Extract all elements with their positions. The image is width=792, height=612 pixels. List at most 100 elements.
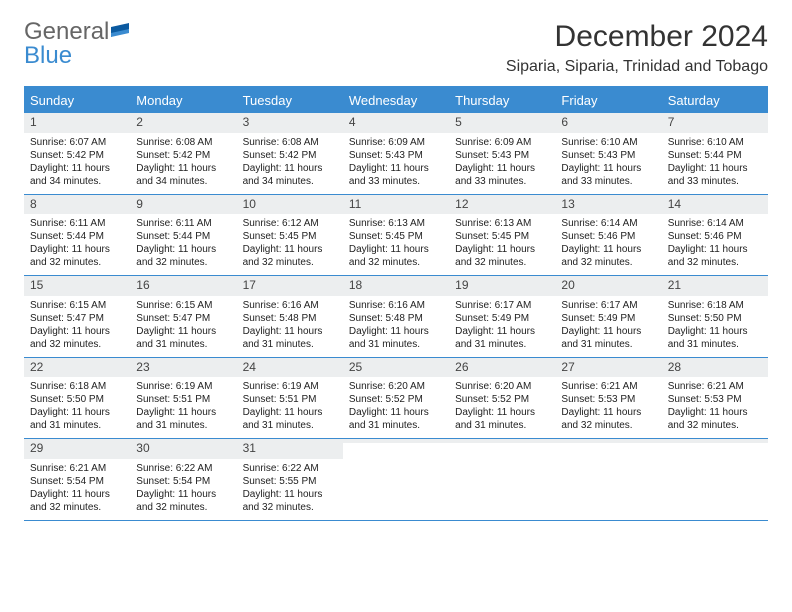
day-cell: 9Sunrise: 6:11 AMSunset: 5:44 PMDaylight… <box>130 195 236 276</box>
daylight-text: Daylight: 11 hours and 32 minutes. <box>349 243 443 269</box>
sunset-text: Sunset: 5:49 PM <box>561 312 655 325</box>
day-cell: 13Sunrise: 6:14 AMSunset: 5:46 PMDayligh… <box>555 195 661 276</box>
day-cell: 11Sunrise: 6:13 AMSunset: 5:45 PMDayligh… <box>343 195 449 276</box>
day-number: 31 <box>237 439 343 459</box>
sunrise-text: Sunrise: 6:18 AM <box>30 380 124 393</box>
day-body: Sunrise: 6:16 AMSunset: 5:48 PMDaylight:… <box>237 296 343 357</box>
day-body: Sunrise: 6:16 AMSunset: 5:48 PMDaylight:… <box>343 296 449 357</box>
daylight-text: Daylight: 11 hours and 32 minutes. <box>30 243 124 269</box>
day-number: 22 <box>24 358 130 378</box>
day-number: 9 <box>130 195 236 215</box>
daylight-text: Daylight: 11 hours and 34 minutes. <box>243 162 337 188</box>
sunset-text: Sunset: 5:45 PM <box>243 230 337 243</box>
day-number: 1 <box>24 113 130 133</box>
day-cell: 22 Sunrise: 6:18 AMSunset: 5:50 PMDayligh… <box>24 358 130 439</box>
day-cell: 19Sunrise: 6:17 AMSunset: 5:49 PMDayligh… <box>449 276 555 357</box>
sunset-text: Sunset: 5:50 PM <box>30 393 124 406</box>
daylight-text: Daylight: 11 hours and 31 minutes. <box>30 406 124 432</box>
day-cell: 21Sunrise: 6:18 AMSunset: 5:50 PMDayligh… <box>662 276 768 357</box>
day-cell <box>449 439 555 520</box>
day-body: Sunrise: 6:14 AMSunset: 5:46 PMDaylight:… <box>555 214 661 275</box>
title-block: December 2024 Siparia, Siparia, Trinidad… <box>506 20 768 76</box>
week-row: 15Sunrise: 6:15 AMSunset: 5:47 PMDayligh… <box>24 276 768 358</box>
sunset-text: Sunset: 5:48 PM <box>349 312 443 325</box>
day-body: Sunrise: 6:12 AMSunset: 5:45 PMDaylight:… <box>237 214 343 275</box>
sunrise-text: Sunrise: 6:22 AM <box>136 462 230 475</box>
sunrise-text: Sunrise: 6:16 AM <box>349 299 443 312</box>
day-number: 7 <box>662 113 768 133</box>
day-number: 20 <box>555 276 661 296</box>
daylight-text: Daylight: 11 hours and 31 minutes. <box>243 406 337 432</box>
week-row: 8Sunrise: 6:11 AMSunset: 5:44 PMDaylight… <box>24 195 768 277</box>
day-number: 4 <box>343 113 449 133</box>
day-number: 15 <box>24 276 130 296</box>
day-body: Sunrise: 6:19 AMSunset: 5:51 PMDaylight:… <box>237 377 343 438</box>
daylight-text: Daylight: 11 hours and 33 minutes. <box>455 162 549 188</box>
day-body <box>449 443 555 500</box>
sunset-text: Sunset: 5:47 PM <box>30 312 124 325</box>
sunrise-text: Sunrise: 6:19 AM <box>243 380 337 393</box>
sunset-text: Sunset: 5:44 PM <box>136 230 230 243</box>
sunrise-text: Sunrise: 6:14 AM <box>561 217 655 230</box>
day-number: 11 <box>343 195 449 215</box>
daylight-text: Daylight: 11 hours and 34 minutes. <box>136 162 230 188</box>
day-body: Sunrise: 6:21 AMSunset: 5:54 PMDaylight:… <box>24 459 130 520</box>
sunrise-text: Sunrise: 6:09 AM <box>455 136 549 149</box>
sunrise-text: Sunrise: 6:15 AM <box>30 299 124 312</box>
day-body: Sunrise: 6:09 AMSunset: 5:43 PMDaylight:… <box>343 133 449 194</box>
sunset-text: Sunset: 5:51 PM <box>136 393 230 406</box>
sunset-text: Sunset: 5:44 PM <box>30 230 124 243</box>
header: General Blue December 2024 Siparia, Sipa… <box>24 20 768 76</box>
day-body: Sunrise: 6:11 AMSunset: 5:44 PMDaylight:… <box>24 214 130 275</box>
daylight-text: Daylight: 11 hours and 31 minutes. <box>349 406 443 432</box>
day-body: Sunrise: 6:15 AMSunset: 5:47 PMDaylight:… <box>130 296 236 357</box>
day-cell: 29Sunrise: 6:21 AMSunset: 5:54 PMDayligh… <box>24 439 130 520</box>
week-row: 1Sunrise: 6:07 AMSunset: 5:42 PMDaylight… <box>24 113 768 195</box>
sunset-text: Sunset: 5:52 PM <box>455 393 549 406</box>
day-body <box>343 443 449 500</box>
day-body <box>662 443 768 500</box>
daylight-text: Daylight: 11 hours and 33 minutes. <box>561 162 655 188</box>
day-number: 29 <box>24 439 130 459</box>
daylight-text: Daylight: 11 hours and 31 minutes. <box>136 325 230 351</box>
dow-cell: Tuesday <box>237 88 343 113</box>
day-number: 23 <box>130 358 236 378</box>
sunrise-text: Sunrise: 6:13 AM <box>349 217 443 230</box>
sunrise-text: Sunrise: 6:17 AM <box>455 299 549 312</box>
sunrise-text: Sunrise: 6:07 AM <box>30 136 124 149</box>
sunset-text: Sunset: 5:54 PM <box>30 475 124 488</box>
day-cell: 24Sunrise: 6:19 AMSunset: 5:51 PMDayligh… <box>237 358 343 439</box>
day-body: Sunrise: 6:13 AMSunset: 5:45 PMDaylight:… <box>343 214 449 275</box>
day-body: Sunrise: 6:08 AMSunset: 5:42 PMDaylight:… <box>237 133 343 194</box>
day-body: Sunrise: 6:19 AMSunset: 5:51 PMDaylight:… <box>130 377 236 438</box>
daylight-text: Daylight: 11 hours and 31 minutes. <box>668 325 762 351</box>
day-cell <box>343 439 449 520</box>
sunset-text: Sunset: 5:42 PM <box>136 149 230 162</box>
sunrise-text: Sunrise: 6:16 AM <box>243 299 337 312</box>
week-row: 29Sunrise: 6:21 AMSunset: 5:54 PMDayligh… <box>24 439 768 521</box>
sunset-text: Sunset: 5:52 PM <box>349 393 443 406</box>
dow-cell: Thursday <box>449 88 555 113</box>
dow-cell: Wednesday <box>343 88 449 113</box>
day-cell: 26Sunrise: 6:20 AMSunset: 5:52 PMDayligh… <box>449 358 555 439</box>
calendar: SundayMondayTuesdayWednesdayThursdayFrid… <box>24 86 768 521</box>
sunrise-text: Sunrise: 6:17 AM <box>561 299 655 312</box>
sunrise-text: Sunrise: 6:20 AM <box>349 380 443 393</box>
location-text: Siparia, Siparia, Trinidad and Tobago <box>506 58 768 76</box>
day-body: Sunrise: 6:20 AMSunset: 5:52 PMDaylight:… <box>449 377 555 438</box>
day-cell: 28Sunrise: 6:21 AMSunset: 5:53 PMDayligh… <box>662 358 768 439</box>
daylight-text: Daylight: 11 hours and 32 minutes. <box>136 488 230 514</box>
day-cell: 3Sunrise: 6:08 AMSunset: 5:42 PMDaylight… <box>237 113 343 194</box>
day-cell: 18Sunrise: 6:16 AMSunset: 5:48 PMDayligh… <box>343 276 449 357</box>
daylight-text: Daylight: 11 hours and 31 minutes. <box>455 325 549 351</box>
day-number: 26 <box>449 358 555 378</box>
sunset-text: Sunset: 5:45 PM <box>455 230 549 243</box>
daylight-text: Daylight: 11 hours and 31 minutes. <box>561 325 655 351</box>
sunrise-text: Sunrise: 6:11 AM <box>136 217 230 230</box>
sunset-text: Sunset: 5:51 PM <box>243 393 337 406</box>
sunset-text: Sunset: 5:43 PM <box>349 149 443 162</box>
day-body: Sunrise: 6:09 AMSunset: 5:43 PMDaylight:… <box>449 133 555 194</box>
day-body: Sunrise: 6:20 AMSunset: 5:52 PMDaylight:… <box>343 377 449 438</box>
sunset-text: Sunset: 5:49 PM <box>455 312 549 325</box>
day-cell: 15Sunrise: 6:15 AMSunset: 5:47 PMDayligh… <box>24 276 130 357</box>
